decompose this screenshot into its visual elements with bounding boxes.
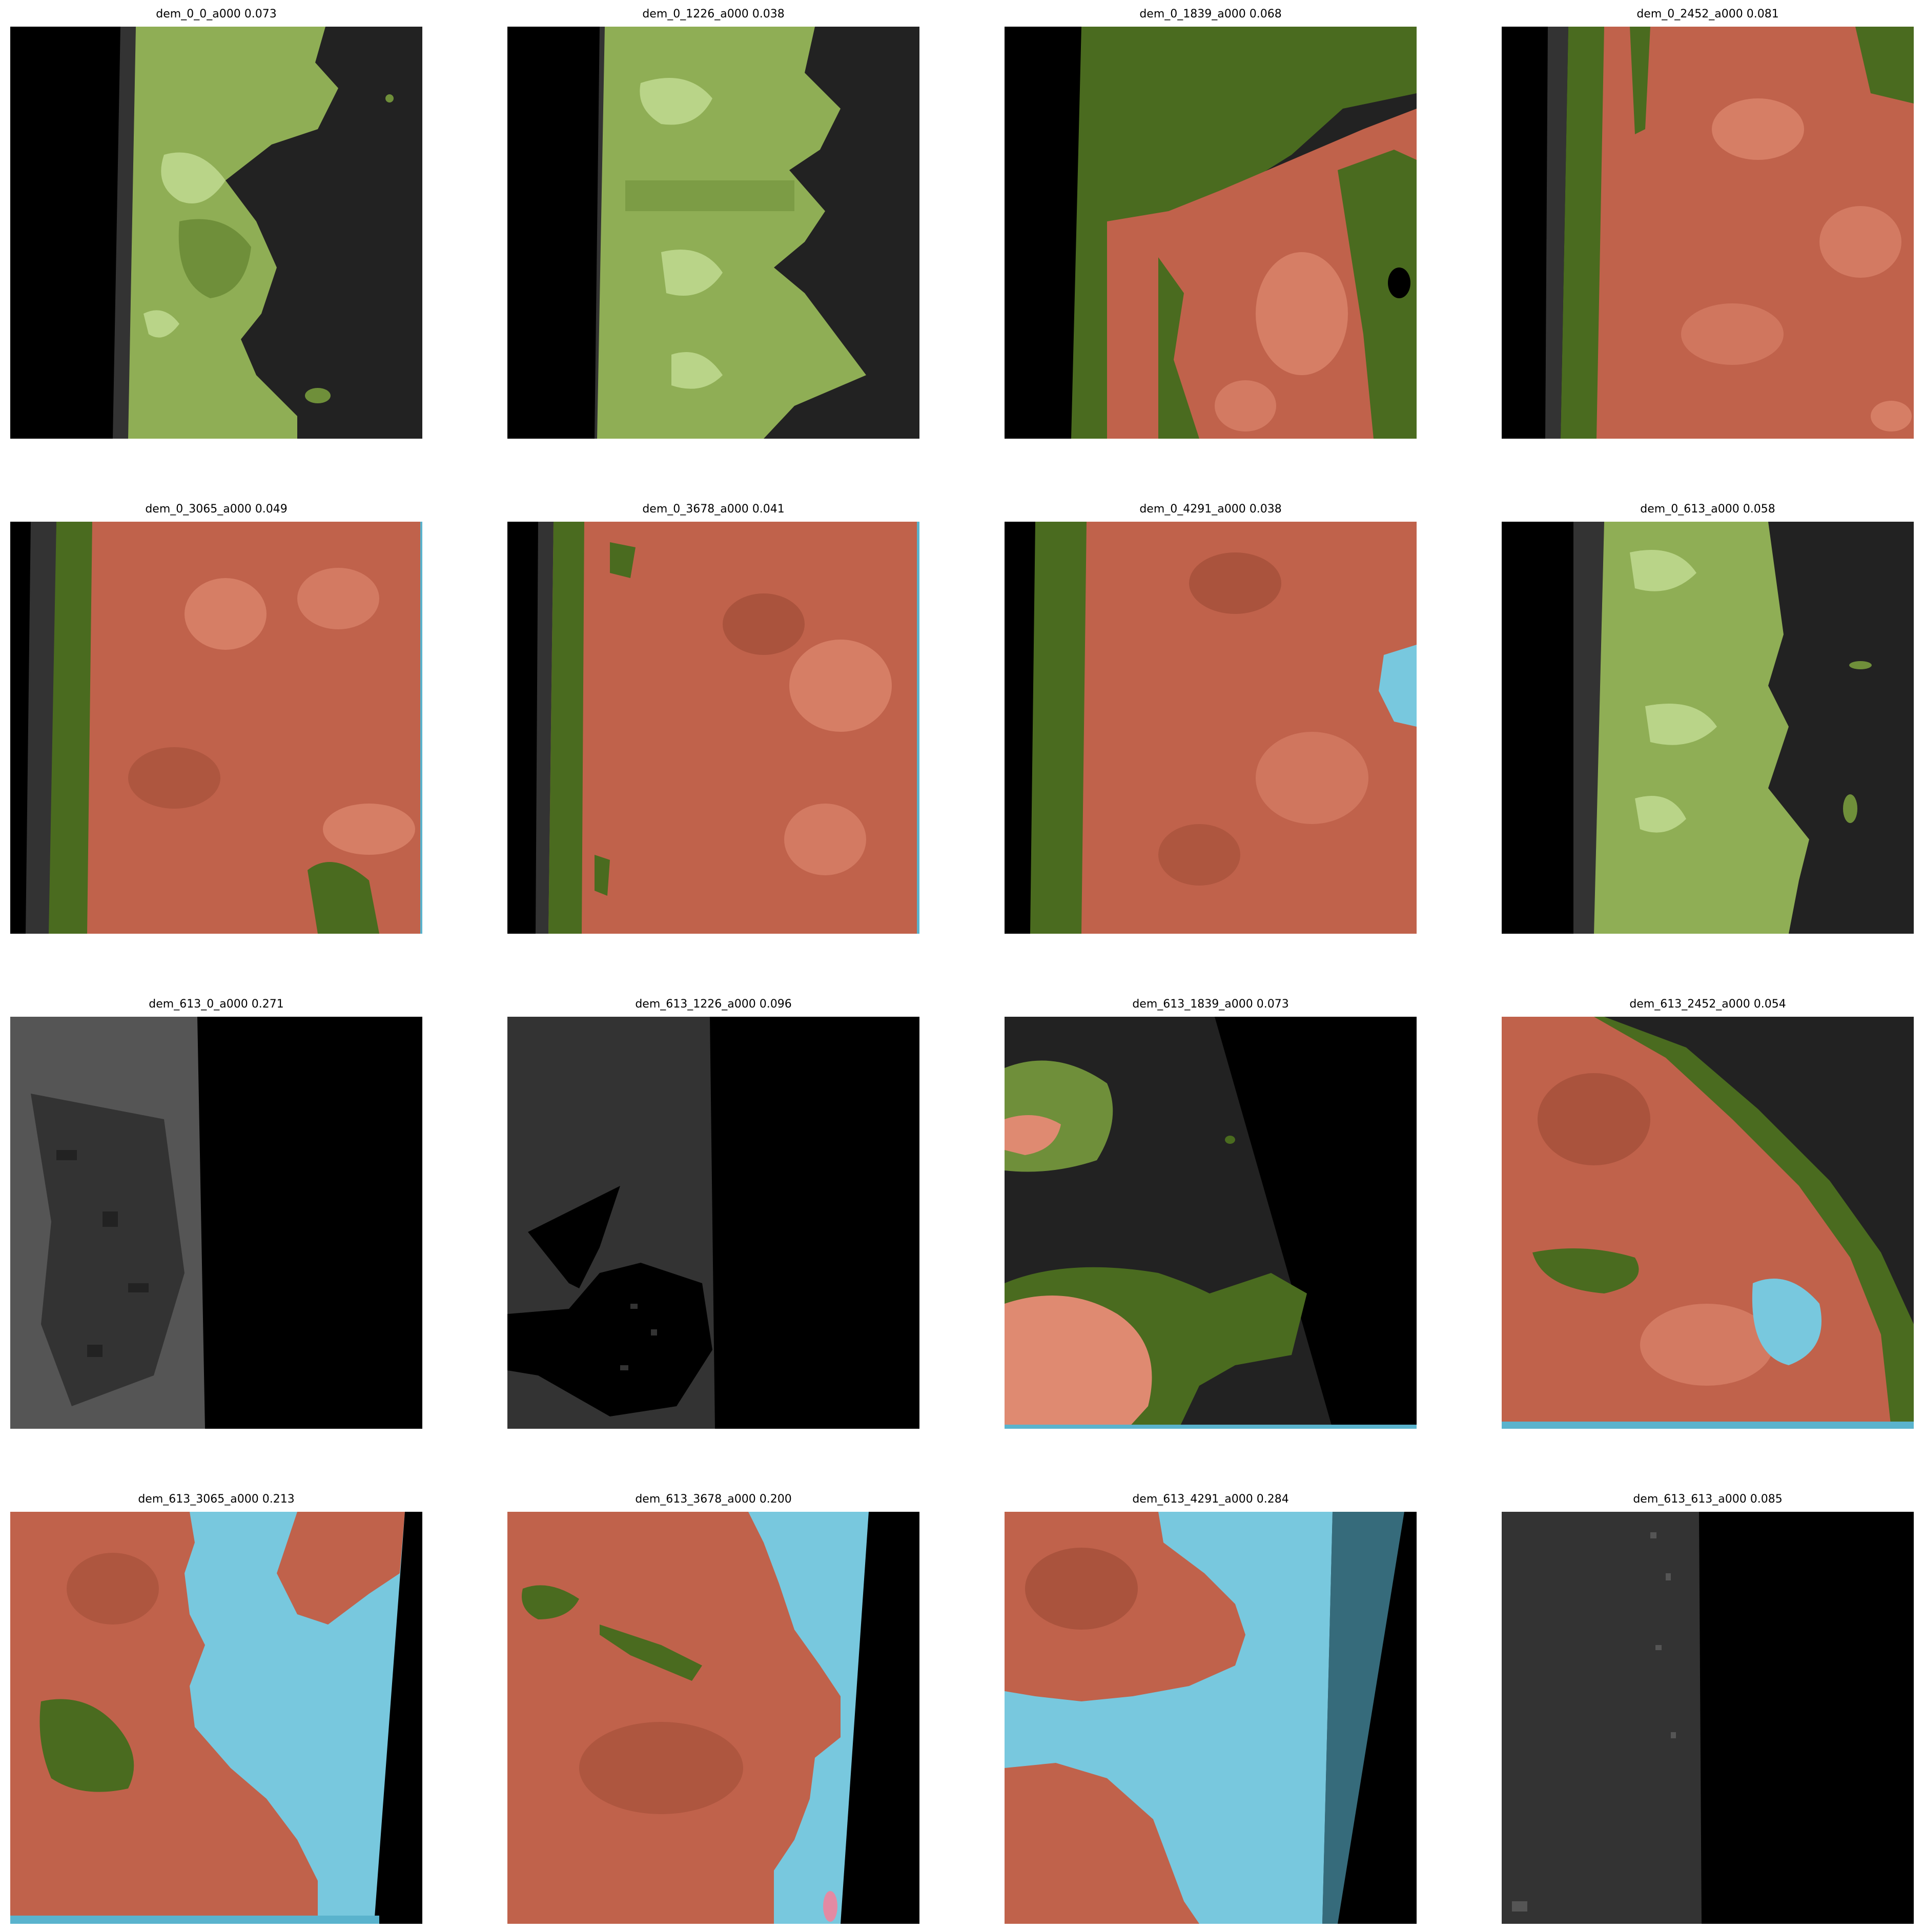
panel-title: dem_0_0_a000 0.073 xyxy=(156,8,277,20)
panel-title: dem_0_4291_a000 0.038 xyxy=(1139,503,1282,516)
panel-title: dem_613_2452_a000 0.054 xyxy=(1629,998,1786,1011)
panel-title: dem_613_1839_a000 0.073 xyxy=(1132,998,1289,1011)
segmentation-image xyxy=(10,522,422,934)
segmentation-image xyxy=(10,1512,422,1924)
panel-dem-613-613: dem_613_613_a000 0.085 xyxy=(1502,1493,1914,1924)
panel-dem-0-0: dem_0_0_a000 0.073 xyxy=(10,8,422,439)
segmentation-image xyxy=(1005,522,1417,934)
segmentation-image xyxy=(10,1017,422,1429)
panel-title: dem_613_613_a000 0.085 xyxy=(1633,1493,1783,1506)
panel-dem-613-3065: dem_613_3065_a000 0.213 xyxy=(10,1493,422,1924)
segmentation-image xyxy=(507,1017,919,1429)
segmentation-image xyxy=(507,1512,919,1924)
panel-dem-613-3678: dem_613_3678_a000 0.200 xyxy=(507,1493,919,1924)
panel-dem-613-0: dem_613_0_a000 0.271 xyxy=(10,998,422,1429)
panel-dem-0-3678: dem_0_3678_a000 0.041 xyxy=(507,503,919,934)
segmentation-image xyxy=(1502,27,1914,439)
panel-dem-613-1226: dem_613_1226_a000 0.096 xyxy=(507,998,919,1429)
segmentation-image xyxy=(1005,1512,1417,1924)
panel-title: dem_0_1839_a000 0.068 xyxy=(1139,8,1282,20)
segmentation-image xyxy=(10,27,422,439)
panel-title: dem_613_4291_a000 0.284 xyxy=(1132,1493,1289,1506)
panel-dem-0-1839: dem_0_1839_a000 0.068 xyxy=(1005,8,1417,439)
panel-dem-0-3065: dem_0_3065_a000 0.049 xyxy=(10,503,422,934)
panel-title: dem_613_0_a000 0.271 xyxy=(149,998,284,1011)
panel-title: dem_613_3678_a000 0.200 xyxy=(635,1493,792,1506)
segmentation-image xyxy=(507,522,919,934)
panel-title: dem_613_1226_a000 0.096 xyxy=(635,998,792,1011)
panel-title: dem_0_2452_a000 0.081 xyxy=(1636,8,1779,20)
panel-dem-0-613: dem_0_613_a000 0.058 xyxy=(1502,503,1914,934)
panel-dem-613-4291: dem_613_4291_a000 0.284 xyxy=(1005,1493,1417,1924)
panel-title: dem_613_3065_a000 0.213 xyxy=(138,1493,295,1506)
panel-title: dem_0_3678_a000 0.041 xyxy=(642,503,785,516)
panel-title: dem_0_613_a000 0.058 xyxy=(1640,503,1775,516)
panel-dem-0-1226: dem_0_1226_a000 0.038 xyxy=(507,8,919,439)
panel-dem-613-2452: dem_613_2452_a000 0.054 xyxy=(1502,998,1914,1429)
panel-dem-613-1839: dem_613_1839_a000 0.073 xyxy=(1005,998,1417,1429)
segmentation-image xyxy=(1005,1017,1417,1429)
segmentation-image xyxy=(1502,1512,1914,1924)
segmentation-image xyxy=(1502,1017,1914,1429)
segmentation-image xyxy=(1005,27,1417,439)
panel-dem-0-2452: dem_0_2452_a000 0.081 xyxy=(1502,8,1914,439)
segmentation-image xyxy=(1502,522,1914,934)
panel-title: dem_0_1226_a000 0.038 xyxy=(642,8,785,20)
segmentation-image xyxy=(507,27,919,439)
panel-dem-0-4291: dem_0_4291_a000 0.038 xyxy=(1005,503,1417,934)
panel-title: dem_0_3065_a000 0.049 xyxy=(145,503,288,516)
